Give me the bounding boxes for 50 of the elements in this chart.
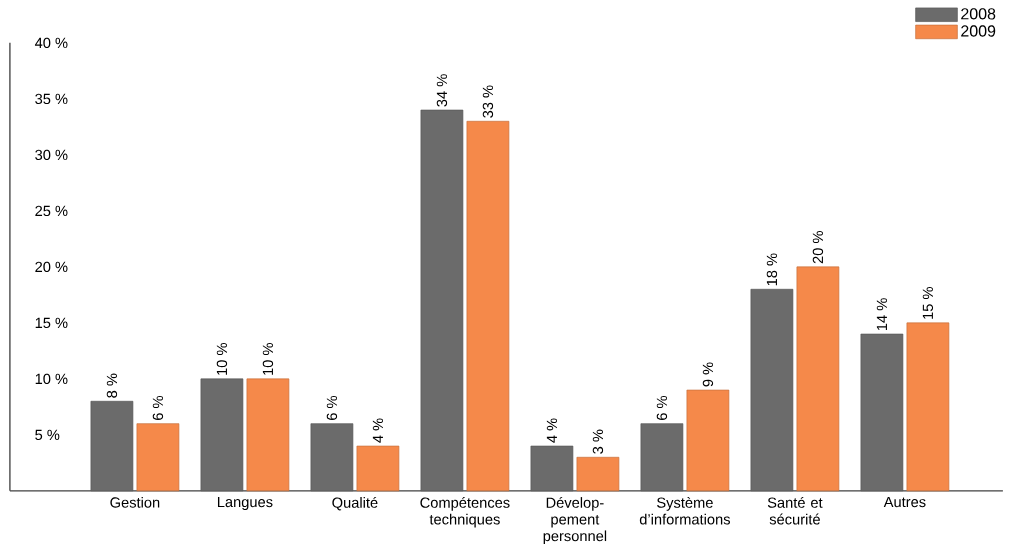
y-tick-label: 5 % [35,429,60,441]
bar [200,378,244,492]
text: 34 % [436,74,448,107]
bar [906,322,950,492]
text: 20 % [812,231,824,264]
bar [310,423,354,492]
bar [136,423,180,492]
x-tick-label: Santé et sécurité [767,497,823,525]
text: 10 % [262,343,274,376]
legend-label: 2009 [961,25,996,37]
text: 6 % [656,396,668,421]
bar [860,333,904,492]
y-tick-label: 30 % [35,149,68,161]
bar [750,289,794,492]
text: 4 % [546,418,558,444]
y-tick-label: 20 % [35,261,68,273]
bar [356,445,400,492]
bar [796,266,840,492]
x-tick-label: Compétences techniques [420,497,510,528]
text: 18 % [766,253,778,286]
x-tick-label: Gestion [110,497,160,508]
bar [420,109,464,492]
y-tick-label: 10 % [35,373,68,385]
text: 6 % [152,396,164,421]
x-tick-label: Qualité [332,497,378,511]
bar [686,389,730,492]
text: 10 % [216,343,228,376]
x-tick-label: Langues [217,497,273,511]
bar [576,457,620,492]
text: 6 % [326,396,338,421]
y-tick-label: 15 % [35,317,68,329]
text: 33 % [482,85,494,119]
x-tick-label: Autres [883,497,926,508]
text: 14 % [876,298,888,331]
text: 4 % [372,418,384,444]
bar [640,423,684,492]
y-tick-label: 25 % [35,205,68,217]
bar [90,401,134,492]
text: 8 % [106,373,118,398]
y-tick-label: 35 % [35,93,68,105]
bar [466,121,510,492]
x-tick-label: Dévelop- pement personnel [543,497,607,545]
bar [530,445,574,492]
text: 3 % [592,429,604,455]
legend-label: 2008 [961,8,996,20]
y-tick-label: 40 % [34,37,68,49]
bar [246,378,290,492]
x-tick-label: Système d’informations [639,497,730,525]
text: 9 % [702,362,714,387]
text: 15 % [922,287,934,320]
